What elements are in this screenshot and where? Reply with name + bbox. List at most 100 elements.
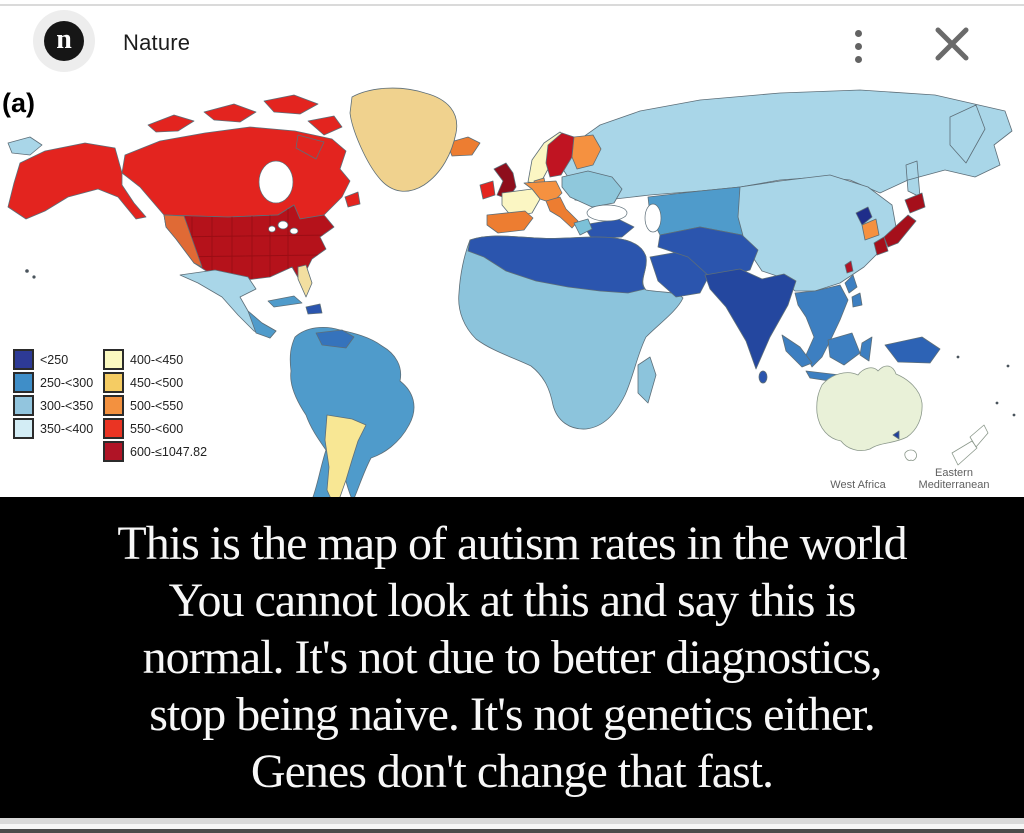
region-se-asia <box>794 284 849 368</box>
legend-label: 450-<500 <box>130 375 184 390</box>
region-alaska <box>7 142 147 220</box>
legend-swatch <box>13 372 34 393</box>
region-venezuela <box>315 329 355 349</box>
bottom-strip-light <box>0 818 1024 824</box>
legend-swatch <box>103 395 124 416</box>
legend-label: 550-<600 <box>130 421 184 436</box>
region-south-america <box>289 326 415 504</box>
region-spain <box>486 210 534 234</box>
legend-label: 500-<550 <box>130 398 184 413</box>
region-italy <box>545 196 579 229</box>
account-title[interactable]: Nature <box>123 30 191 55</box>
nature-logo-icon: n <box>44 21 84 61</box>
region-australia <box>816 365 923 451</box>
legend-item: <250 <box>13 349 103 370</box>
region-japan <box>873 192 926 256</box>
legend-item: 300-<350 <box>13 395 103 416</box>
hudson-bay <box>258 160 294 204</box>
nature-avatar[interactable]: n <box>33 10 95 72</box>
legend-swatch <box>103 441 124 462</box>
region-sweden <box>545 132 575 178</box>
legend-label: 350-<400 <box>40 421 94 436</box>
region-france <box>501 188 541 218</box>
region-taiwan <box>844 260 854 274</box>
caption-line-5: Genes don't change that fast. <box>250 745 774 798</box>
region-sri-lanka <box>758 370 768 384</box>
region-north-korea <box>855 206 873 226</box>
region-north-africa <box>467 235 647 294</box>
region-east-europe <box>561 170 623 208</box>
legend-item: 500-<550 <box>103 395 207 416</box>
legend-item: 250-<300 <box>13 372 103 393</box>
legend-label: 250-<300 <box>40 375 94 390</box>
legend-swatch <box>13 395 34 416</box>
caption-line-4: stop being naive. It's not genetics eith… <box>149 688 875 741</box>
pacific-dot-2 <box>1006 364 1010 368</box>
region-russia <box>7 89 1013 204</box>
legend-swatch <box>103 349 124 370</box>
top-divider <box>0 0 1024 6</box>
legend-label: 600-≤1047.82 <box>130 444 208 459</box>
legend-item: 600-≤1047.82 <box>103 441 207 462</box>
region-greenland <box>349 87 458 192</box>
region-cuba <box>267 295 303 308</box>
more-options-icon[interactable] <box>845 24 871 68</box>
region-philippines <box>844 274 863 308</box>
logo-letter: n <box>56 24 72 55</box>
region-argentina <box>324 414 367 502</box>
caption-line-3: normal. It's not due to better diagnosti… <box>142 631 883 684</box>
legend-item: 350-<400 <box>13 418 103 439</box>
region-india <box>704 268 797 370</box>
region-new-guinea <box>884 336 941 364</box>
pacific-dot-4 <box>1012 413 1016 417</box>
region-hispaniola <box>305 303 323 315</box>
legend-label: <250 <box>40 352 69 367</box>
bottom-strip-white <box>0 824 1024 829</box>
caption-line-2: You cannot look at this and say this is <box>168 574 857 627</box>
region-usa-west-coast <box>163 214 203 268</box>
close-icon[interactable] <box>928 20 976 68</box>
region-victoria-marker <box>892 430 900 440</box>
legend-item: 400-<450 <box>103 349 207 370</box>
region-greece <box>573 218 593 236</box>
legend-item: 450-<500 <box>103 372 207 393</box>
region-new-zealand <box>951 424 989 466</box>
caption-overlay: This is the map of autism rates in the w… <box>0 497 1024 818</box>
legend-column-red: 400-<450 450-<500 500-<550 550-<600 600-≤104… <box>103 349 207 464</box>
region-south-korea <box>861 218 880 241</box>
region-finland <box>571 134 602 170</box>
figure-panel-label: (a) <box>2 88 35 118</box>
region-iceland <box>446 136 481 157</box>
legend-swatch <box>13 349 34 370</box>
map-land <box>7 87 1016 504</box>
region-usa <box>163 204 335 282</box>
pacific-dot-3 <box>995 401 999 405</box>
caption-line-1: This is the map of autism rates in the w… <box>117 517 907 570</box>
region-tasmania <box>904 449 917 461</box>
legend-swatch <box>103 418 124 439</box>
legend-column-blue: <250 250-<300 300-<350 350-<400 <box>13 349 103 464</box>
header-bar: n Nature <box>0 6 1024 86</box>
map-legend: <250 250-<300 300-<350 350-<400 400-<450 450… <box>13 349 207 464</box>
region-central-america <box>247 310 277 339</box>
great-lake-3 <box>268 225 276 233</box>
caspian-sea <box>644 203 662 233</box>
region-canada <box>121 94 361 220</box>
great-lake-1 <box>277 220 289 230</box>
world-map-choropleth <box>7 87 1016 504</box>
legend-swatch <box>13 418 34 439</box>
legend-label: 300-<350 <box>40 398 94 413</box>
hawaii-dot-2 <box>32 275 36 279</box>
bottom-strip-dark <box>0 829 1024 833</box>
legend-label: 400-<450 <box>130 352 184 367</box>
legend-swatch <box>103 372 124 393</box>
legend-item: 550-<600 <box>103 418 207 439</box>
pacific-dot-1 <box>956 355 960 359</box>
region-florida <box>297 264 313 298</box>
label-eastern-mediterranean: Eastern Mediterranean <box>918 467 990 491</box>
label-west-africa: West Africa <box>830 479 886 491</box>
great-lake-2 <box>289 227 299 235</box>
hawaii-dot-1 <box>25 269 29 273</box>
black-sea <box>586 204 628 222</box>
